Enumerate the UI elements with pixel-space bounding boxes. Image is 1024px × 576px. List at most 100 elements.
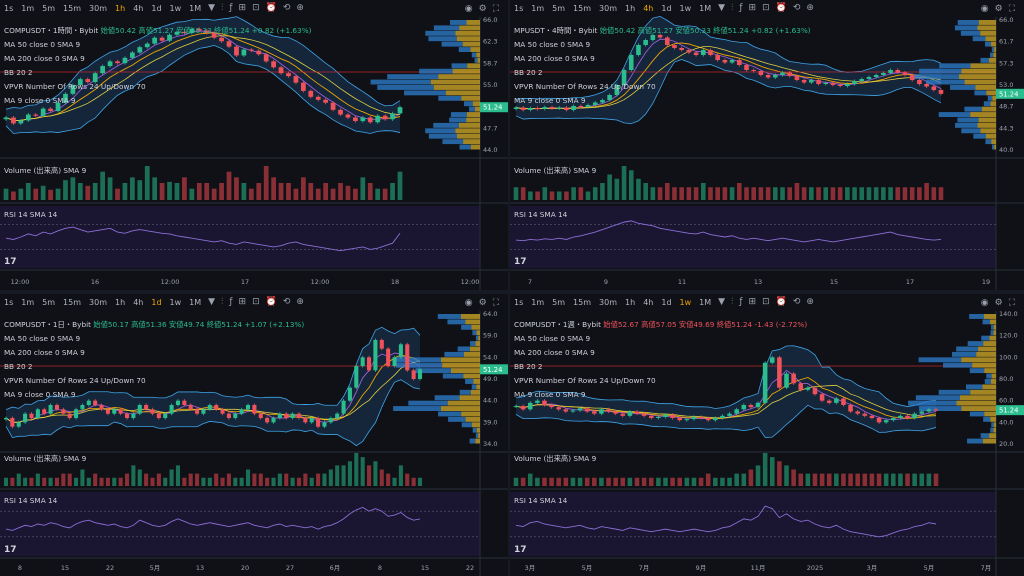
ma200-legend[interactable]: MA 200 close 0 SMA 9 — [514, 54, 595, 63]
timeframe-1w[interactable]: 1w — [679, 298, 692, 307]
rsi-legend[interactable]: RSI 14 SMA 14 — [4, 210, 58, 219]
volume-legend[interactable]: Volume (出来高) SMA 9 — [514, 166, 597, 175]
chart-canvas[interactable]: 44.047.751.355.058.762.366.051.2412:0016… — [0, 0, 508, 290]
timeframe-4h[interactable]: 4h — [643, 4, 654, 13]
timeframe-1M[interactable]: 1M — [189, 4, 202, 13]
ma9-legend[interactable]: MA 9 close 0 SMA 9 — [4, 390, 76, 399]
replay-icon[interactable]: ⟲ — [282, 297, 291, 307]
fullscreen-icon[interactable]: ⛶ — [1008, 298, 1015, 308]
timeframe-dropdown-icon[interactable]: ▼ — [208, 297, 216, 307]
compare-icon[interactable]: ⊞ — [238, 297, 247, 307]
alert-icon[interactable]: ⏰ — [775, 297, 787, 307]
compare-icon[interactable]: ⊞ — [238, 3, 247, 13]
ma200-legend[interactable]: MA 200 close 0 SMA 9 — [4, 348, 85, 357]
timeframe-1h[interactable]: 1h — [115, 4, 126, 13]
vpvr-legend[interactable]: VPVR Number Of Rows 24 Up/Down 70 — [4, 376, 146, 385]
timeframe-1w[interactable]: 1w — [679, 4, 692, 13]
ma50-legend[interactable]: MA 50 close 0 SMA 9 — [514, 334, 591, 343]
add-icon[interactable]: ⊕ — [296, 297, 304, 307]
timeframe-5m[interactable]: 5m — [552, 298, 566, 307]
gear-icon[interactable]: ⚙ — [478, 4, 487, 14]
fullscreen-icon[interactable]: ⛶ — [492, 4, 499, 14]
add-icon[interactable]: ⊕ — [806, 3, 814, 13]
camera-icon[interactable]: ◉ — [464, 4, 473, 14]
add-icon[interactable]: ⊕ — [806, 297, 814, 307]
timeframe-5m[interactable]: 5m — [552, 4, 566, 13]
compare-icon[interactable]: ⊞ — [748, 297, 757, 307]
replay-icon[interactable]: ⟲ — [792, 297, 801, 307]
timeframe-1s[interactable]: 1s — [514, 298, 524, 307]
timeframe-15m[interactable]: 15m — [63, 298, 82, 307]
timeframe-30m[interactable]: 30m — [599, 298, 618, 307]
timeframe-1M[interactable]: 1M — [189, 298, 202, 307]
bb-legend[interactable]: BB 20 2 — [4, 362, 33, 371]
ma9-legend[interactable]: MA 9 close 0 SMA 9 — [514, 96, 586, 105]
timeframe-1s[interactable]: 1s — [4, 4, 14, 13]
template-icon[interactable]: ⊡ — [762, 3, 770, 13]
ma9-legend[interactable]: MA 9 close 0 SMA 9 — [4, 96, 76, 105]
timeframe-1m[interactable]: 1m — [21, 298, 35, 307]
ma9-legend[interactable]: MA 9 close 0 SMA 9 — [514, 390, 586, 399]
fullscreen-icon[interactable]: ⛶ — [1008, 4, 1015, 14]
timeframe-4h[interactable]: 4h — [133, 298, 144, 307]
template-icon[interactable]: ⊡ — [252, 3, 260, 13]
fullscreen-icon[interactable]: ⛶ — [492, 298, 499, 308]
chart-panel-1w[interactable]: 20.0 40.0 60.0 80.0 100.0 120.0 140.0 51.24 3月 5月… — [510, 294, 1024, 576]
timeframe-1m[interactable]: 1m — [21, 4, 35, 13]
timeframe-15m[interactable]: 15m — [63, 4, 82, 13]
timeframe-5m[interactable]: 5m — [42, 4, 56, 13]
timeframe-5m[interactable]: 5m — [42, 298, 56, 307]
timeframe-1w[interactable]: 1w — [169, 4, 182, 13]
timeframe-15m[interactable]: 15m — [573, 298, 592, 307]
indicators-icon[interactable]: ƒ — [229, 297, 233, 307]
timeframe-1M[interactable]: 1M — [699, 298, 712, 307]
timeframe-4h[interactable]: 4h — [643, 298, 654, 307]
indicators-icon[interactable]: ƒ — [229, 3, 233, 13]
bb-legend[interactable]: BB 20 2 — [514, 68, 543, 77]
ma50-legend[interactable]: MA 50 close 0 SMA 9 — [514, 40, 591, 49]
alert-icon[interactable]: ⏰ — [265, 3, 277, 13]
ma50-legend[interactable]: MA 50 close 0 SMA 9 — [4, 334, 81, 343]
indicators-icon[interactable]: ƒ — [739, 297, 743, 307]
timeframe-1d[interactable]: 1d — [151, 298, 162, 307]
timeframe-1d[interactable]: 1d — [151, 4, 162, 13]
timeframe-1m[interactable]: 1m — [531, 4, 545, 13]
bb-legend[interactable]: BB 20 2 — [4, 68, 33, 77]
timeframe-1s[interactable]: 1s — [4, 298, 14, 307]
vpvr-legend[interactable]: VPVR Number Of Rows 24 Up/Down 70 — [514, 376, 656, 385]
timeframe-1h[interactable]: 1h — [625, 298, 636, 307]
ma200-legend[interactable]: MA 200 close 0 SMA 9 — [4, 54, 85, 63]
bb-legend[interactable]: BB 20 2 — [514, 362, 543, 371]
timeframe-30m[interactable]: 30m — [599, 4, 618, 13]
gear-icon[interactable]: ⚙ — [994, 4, 1003, 14]
indicators-icon[interactable]: ƒ — [739, 3, 743, 13]
template-icon[interactable]: ⊡ — [252, 297, 260, 307]
camera-icon[interactable]: ◉ — [980, 298, 989, 308]
timeframe-1d[interactable]: 1d — [661, 298, 672, 307]
compare-icon[interactable]: ⊞ — [748, 3, 757, 13]
timeframe-30m[interactable]: 30m — [89, 4, 108, 13]
volume-legend[interactable]: Volume (出来高) SMA 9 — [4, 166, 87, 175]
alert-icon[interactable]: ⏰ — [775, 3, 787, 13]
timeframe-15m[interactable]: 15m — [573, 4, 592, 13]
chart-type-icon[interactable]: ⫶ — [731, 297, 734, 307]
template-icon[interactable]: ⊡ — [762, 297, 770, 307]
ma50-legend[interactable]: MA 50 close 0 SMA 9 — [4, 40, 81, 49]
replay-icon[interactable]: ⟲ — [282, 3, 291, 13]
rsi-legend[interactable]: RSI 14 SMA 14 — [514, 496, 568, 505]
timeframe-1h[interactable]: 1h — [625, 4, 636, 13]
vpvr-legend[interactable]: VPVR Number Of Rows 24 Up/Down 70 — [514, 82, 656, 91]
rsi-legend[interactable]: RSI 14 SMA 14 — [514, 210, 568, 219]
chart-type-icon[interactable]: ⫶ — [731, 3, 734, 13]
timeframe-1w[interactable]: 1w — [169, 298, 182, 307]
chart-canvas[interactable]: 34.0 39.0 44.0 49.0 54.0 59.0 64.0 51.24 8 15 22 5月… — [0, 294, 508, 576]
timeframe-dropdown-icon[interactable]: ▼ — [208, 3, 216, 13]
timeframe-4h[interactable]: 4h — [133, 4, 144, 13]
timeframe-1d[interactable]: 1d — [661, 4, 672, 13]
replay-icon[interactable]: ⟲ — [792, 3, 801, 13]
timeframe-1M[interactable]: 1M — [699, 4, 712, 13]
timeframe-1h[interactable]: 1h — [115, 298, 126, 307]
ma200-legend[interactable]: MA 200 close 0 SMA 9 — [514, 348, 595, 357]
chart-type-icon[interactable]: ⫶ — [221, 3, 224, 13]
camera-icon[interactable]: ◉ — [464, 298, 473, 308]
